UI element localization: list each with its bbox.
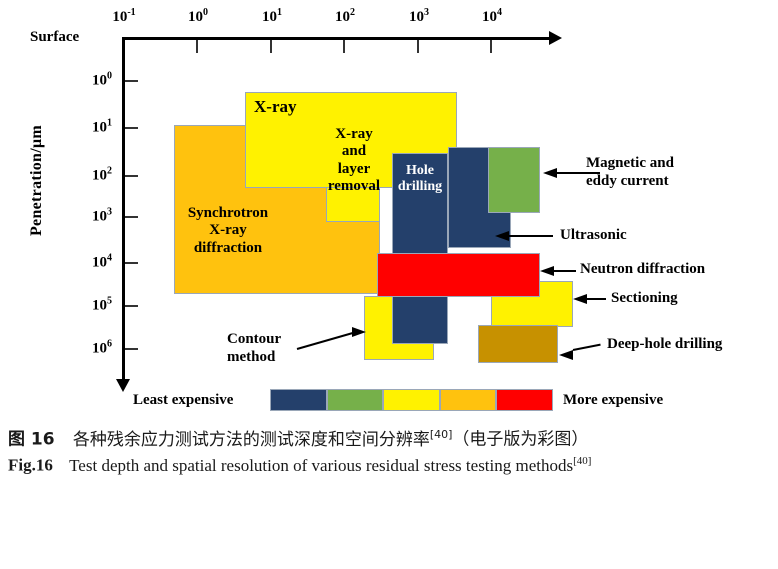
annotation-line-1: Contour xyxy=(227,331,282,347)
y-axis-line xyxy=(122,37,125,382)
y-tick-label-2: 102 xyxy=(92,165,112,184)
box-magnetic-and-eddy-current[interactable] xyxy=(488,147,540,213)
caption-en-reference: [40] xyxy=(573,455,592,468)
y-tick-label-4: 104 xyxy=(92,252,112,271)
legend-color-scale xyxy=(270,389,553,411)
y-tick-4 xyxy=(125,262,138,264)
legend-swatch-yellow[interactable] xyxy=(383,389,440,411)
x-tick-5 xyxy=(490,40,492,53)
legend-swatch-green[interactable] xyxy=(326,389,384,411)
y-tick-label-3: 103 xyxy=(92,206,112,225)
annotation-deep-hole-drilling: Deep-hole drilling xyxy=(607,336,723,352)
annotation-sectioning: Sectioning xyxy=(611,290,678,306)
y-axis-title: Penetration/μm xyxy=(28,125,45,237)
leader-tip-neutron xyxy=(540,266,554,276)
leader-tip-deep-hole xyxy=(559,350,573,360)
y-tick-label-1: 101 xyxy=(92,117,112,136)
leader-deep-hole xyxy=(572,343,601,351)
caption-chinese: 图 16 各种残余应力测试方法的测试深度和空间分辨率[40]（电子版为彩图） xyxy=(8,428,770,451)
x-tick-1 xyxy=(196,40,198,53)
label-line-2: X-ray xyxy=(209,222,247,239)
legend-swatch-red[interactable] xyxy=(496,389,553,411)
x-tick-3 xyxy=(343,40,345,53)
caption-en-figure-number: Fig.16 xyxy=(8,455,53,475)
leader-tip-ultrasonic xyxy=(495,231,509,241)
legend-label-least-expensive: Least expensive xyxy=(133,392,234,408)
leader-ultrasonic xyxy=(508,235,553,237)
label-line-2: drilling xyxy=(397,179,443,195)
annotation-ultrasonic: Ultrasonic xyxy=(560,227,627,243)
y-axis-arrow-icon xyxy=(116,379,130,392)
y-tick-2 xyxy=(125,175,138,177)
leader-neutron xyxy=(553,270,576,272)
annotation-magnetic-and-eddy-current: Magnetic and eddy current xyxy=(586,154,674,190)
caption-cn-figure-number: 图 16 xyxy=(8,429,55,450)
annotation-contour-method: Contour method xyxy=(227,330,281,366)
label-line-3: layer xyxy=(337,160,371,177)
label-line-4: removal xyxy=(327,177,381,194)
annotation-line-1: Magnetic and xyxy=(586,155,674,171)
x-tick-2 xyxy=(270,40,272,53)
figure-canvas: Surface Penetration/μm 10-1 100 101 102 … xyxy=(28,7,723,411)
leader-magnetic xyxy=(556,172,600,174)
caption-en-text: Test depth and spatial resolution of var… xyxy=(69,455,574,475)
y-tick-0 xyxy=(125,80,138,82)
x-tick-label-3: 102 xyxy=(335,7,355,25)
x-tick-label-2: 101 xyxy=(262,7,282,25)
label-line-1: Synchrotron xyxy=(187,205,269,221)
caption-cn-reference: [40] xyxy=(429,428,453,441)
x-axis-line xyxy=(122,37,552,40)
leader-tip-contour xyxy=(352,327,366,337)
box-label-hole-drilling: Hole drilling xyxy=(392,163,448,195)
y-tick-6 xyxy=(125,348,138,350)
x-tick-label-5: 104 xyxy=(482,7,502,25)
box-label-synchrotron: Synchrotron X-ray diffraction xyxy=(176,205,280,257)
label-line-1: X-ray xyxy=(335,126,373,142)
box-neutron-diffraction[interactable] xyxy=(377,253,540,297)
y-tick-label-6: 106 xyxy=(92,338,112,357)
annotation-line-2: eddy current xyxy=(586,173,669,189)
legend-swatch-orange[interactable] xyxy=(439,389,497,411)
caption-cn-text: 各种残余应力测试方法的测试深度和空间分辨率 xyxy=(72,429,430,450)
x-tick-label-0: 10-1 xyxy=(112,7,136,25)
legend-swatch-navy[interactable] xyxy=(270,389,327,411)
caption-cn-tail: （电子版为彩图） xyxy=(452,429,589,450)
label-line-2: and xyxy=(341,143,367,160)
leader-tip-magnetic xyxy=(543,168,557,178)
annotation-neutron-diffraction: Neutron diffraction xyxy=(580,261,706,277)
y-tick-1 xyxy=(125,127,138,129)
x-tick-4 xyxy=(417,40,419,53)
surface-label: Surface xyxy=(30,29,80,45)
x-tick-label-1: 100 xyxy=(188,7,208,25)
y-tick-label-0: 100 xyxy=(92,70,112,89)
legend-label-more-expensive: More expensive xyxy=(563,392,664,408)
leader-tip-sectioning xyxy=(573,294,587,304)
x-tick-label-4: 103 xyxy=(409,7,429,25)
box-label-x-ray-layer-removal: X-ray and layer removal xyxy=(318,126,390,195)
box-hole-drilling[interactable] xyxy=(392,153,448,344)
y-tick-5 xyxy=(125,305,138,307)
label-line-1: Hole xyxy=(406,163,434,178)
annotation-line-2: method xyxy=(227,349,276,365)
box-label-x-ray: X-ray xyxy=(254,97,297,116)
figure-caption: 图 16 各种残余应力测试方法的测试深度和空间分辨率[40]（电子版为彩图） F… xyxy=(8,428,770,477)
y-tick-label-5: 105 xyxy=(92,295,112,314)
leader-contour xyxy=(296,332,354,350)
leader-sectioning xyxy=(586,298,606,300)
y-tick-3 xyxy=(125,216,138,218)
label-line-3: diffraction xyxy=(193,239,263,256)
x-axis-arrow-icon xyxy=(549,31,562,45)
box-deep-hole-drilling[interactable] xyxy=(478,325,558,363)
caption-english: Fig.16 Test depth and spatial resolution… xyxy=(8,454,770,477)
